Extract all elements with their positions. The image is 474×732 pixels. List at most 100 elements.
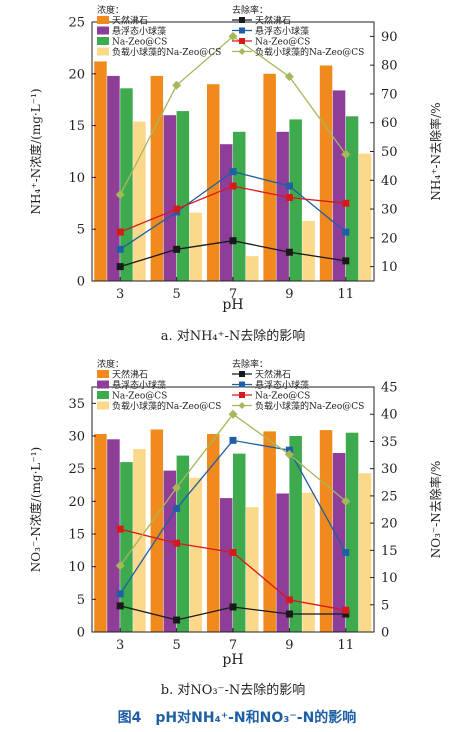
bar [233, 453, 246, 632]
legend-header-concentration: 浓度： [97, 358, 124, 370]
legend-marker [239, 371, 245, 377]
x-tick-label: 3 [116, 287, 124, 302]
y-right-axis-title: NO₃⁻-N去除率/% [428, 461, 443, 558]
legend-label: Na-Zeo@CS [112, 38, 167, 48]
y-tick-label: 20 [68, 495, 85, 510]
data-point [342, 228, 350, 236]
x-tick-label: 9 [285, 287, 293, 302]
x-tick-label: 9 [285, 638, 293, 653]
bar [332, 90, 346, 282]
data-point [229, 182, 237, 190]
y-tick-label: 35 [68, 397, 85, 412]
bar [263, 73, 276, 281]
x-tick-label: 7 [229, 638, 237, 653]
y-right-tick-label: 90 [381, 30, 398, 45]
y-right-tick-label: 10 [381, 571, 398, 586]
data-point [229, 168, 237, 176]
legend-label: 负载小球藻的Na-Zeo@CS [112, 400, 221, 412]
data-point [342, 549, 350, 557]
y-tick-label: 5 [77, 223, 85, 238]
y-right-tick-label: 70 [381, 87, 398, 102]
bar [94, 61, 107, 282]
x-tick-label: 5 [172, 638, 180, 653]
bar [163, 115, 177, 281]
legend-swatch [97, 37, 109, 45]
bar [302, 492, 315, 632]
y-tick-label: 0 [77, 275, 85, 290]
data-point [173, 205, 181, 213]
data-point [284, 72, 294, 82]
legend-label: 悬浮态小球藻 [112, 379, 166, 391]
data-point [284, 450, 294, 460]
legend-swatch [97, 26, 109, 35]
data-point [228, 409, 238, 419]
legend-marker [239, 392, 245, 398]
bar [332, 453, 346, 632]
legend-label: 天然沸石 [112, 15, 148, 27]
legend-label: 天然沸石 [112, 369, 148, 381]
legend-marker [238, 48, 246, 55]
data-point [116, 245, 124, 253]
data-point [341, 149, 351, 159]
data-point [285, 610, 293, 618]
bar [345, 116, 359, 281]
y-right-tick-label: 15 [381, 544, 398, 559]
data-point [173, 539, 181, 547]
data-point [229, 237, 237, 245]
data-point [342, 199, 350, 207]
y-right-axis-title: NH₄⁺-N去除率/% [428, 102, 443, 200]
y-right-tick-label: 30 [381, 203, 398, 218]
legend-label: Na-Zeo@CS [255, 392, 310, 402]
x-tick-label: 7 [229, 287, 237, 302]
bar [276, 131, 289, 281]
bar [207, 434, 220, 632]
y-tick-label: 10 [68, 560, 85, 575]
legend-marker [239, 17, 245, 23]
bar [220, 498, 233, 632]
bar [207, 84, 220, 281]
y-right-tick-label: 60 [381, 116, 398, 131]
data-point [229, 603, 237, 611]
y-tick-label: 25 [68, 16, 85, 31]
data-point [172, 80, 182, 90]
legend-label: 天然沸石 [255, 15, 291, 27]
bar [94, 434, 107, 632]
legend-label: 负载小球藻的Na-Zeo@CS [255, 46, 364, 58]
legend-label: 负载小球藻的Na-Zeo@CS [255, 400, 364, 412]
data-point [116, 590, 124, 598]
data-point [341, 496, 351, 506]
y-tick-label: 10 [68, 171, 85, 186]
data-point [116, 602, 124, 610]
legend-marker [239, 27, 245, 34]
y-tick-label: 15 [68, 528, 85, 543]
legend-marker [238, 402, 246, 409]
legend-label: Na-Zeo@CS [112, 392, 167, 402]
bar [150, 429, 164, 632]
y-right-tick-label: 45 [381, 381, 398, 396]
data-point [285, 596, 293, 604]
y-tick-label: 0 [77, 626, 85, 641]
y-right-tick-label: 35 [381, 435, 398, 450]
legend-label: 悬浮态小球藻 [255, 379, 309, 391]
y-axis-title: NH₄⁺-N浓度/(mg·L⁻¹) [28, 88, 43, 214]
legend-header-removal: 去除率： [232, 4, 268, 16]
bar [302, 220, 315, 281]
legend-swatch [97, 370, 109, 378]
bar [289, 436, 302, 632]
bar [133, 121, 146, 281]
bar [163, 470, 177, 632]
data-point [115, 190, 125, 200]
bar [189, 477, 203, 632]
x-axis-title: pH [222, 652, 243, 668]
legend-marker [239, 381, 245, 388]
panel-subtitle: a. 对NH₄⁺-N去除的影响 [161, 328, 306, 344]
legend-swatch [97, 401, 109, 410]
data-point [116, 525, 124, 533]
legend-swatch [97, 16, 109, 24]
data-point [229, 436, 237, 444]
bar [358, 473, 372, 632]
data-point [116, 263, 124, 271]
y-tick-label: 25 [68, 462, 85, 477]
y-tick-label: 15 [68, 119, 85, 134]
